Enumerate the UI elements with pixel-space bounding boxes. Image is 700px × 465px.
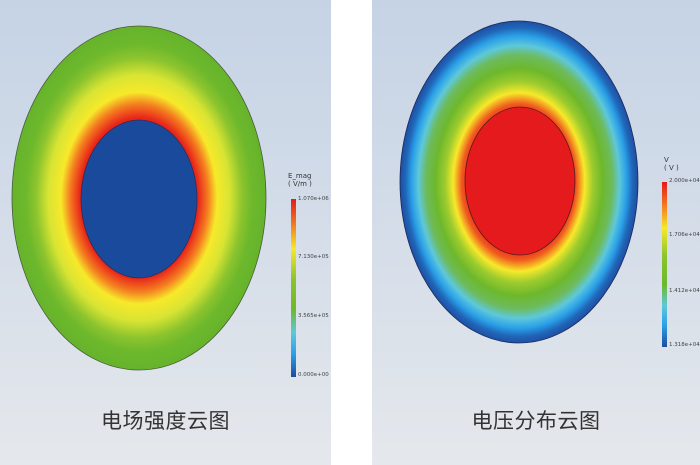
colorbar-tick: 1.070e+06	[298, 196, 329, 202]
colorbar-tick: 7.130e+05	[298, 254, 329, 260]
inner-conductor	[80, 119, 198, 279]
colorbar-tick: 3.565e+05	[298, 313, 329, 319]
colorbar-tick: 1.706e+04	[669, 232, 700, 238]
field-strength-contour-plot	[11, 25, 296, 377]
colorbar-tick: 1.318e+04	[669, 342, 700, 348]
colorbar	[291, 199, 296, 377]
caption: 电压分布云图	[471, 409, 601, 433]
colorbar	[662, 182, 667, 347]
voltage-panel: V ( V ) 2.000e+04 1.706e+04 1.412e+04 1.…	[372, 0, 700, 465]
caption: 电场强度云图	[101, 409, 230, 433]
voltage-contour-plot	[399, 20, 667, 347]
colorbar-tick: 1.412e+04	[669, 288, 700, 294]
field-strength-panel: E_mag ( V/m ) 1.070e+06 7.130e+05 3.565e…	[0, 0, 331, 465]
legend-title: E_mag ( V/m )	[288, 172, 312, 188]
colorbar-tick: 0.000e+00	[298, 372, 329, 378]
colorbar-tick: 2.000e+04	[669, 178, 700, 184]
legend-title: V ( V )	[664, 156, 679, 172]
inner-conductor	[464, 106, 576, 256]
